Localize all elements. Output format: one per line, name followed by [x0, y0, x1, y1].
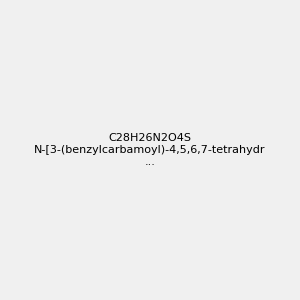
Text: C28H26N2O4S
N-[3-(benzylcarbamoyl)-4,5,6,7-tetrahydr
...: C28H26N2O4S N-[3-(benzylcarbamoyl)-4,5,6…: [34, 134, 266, 166]
